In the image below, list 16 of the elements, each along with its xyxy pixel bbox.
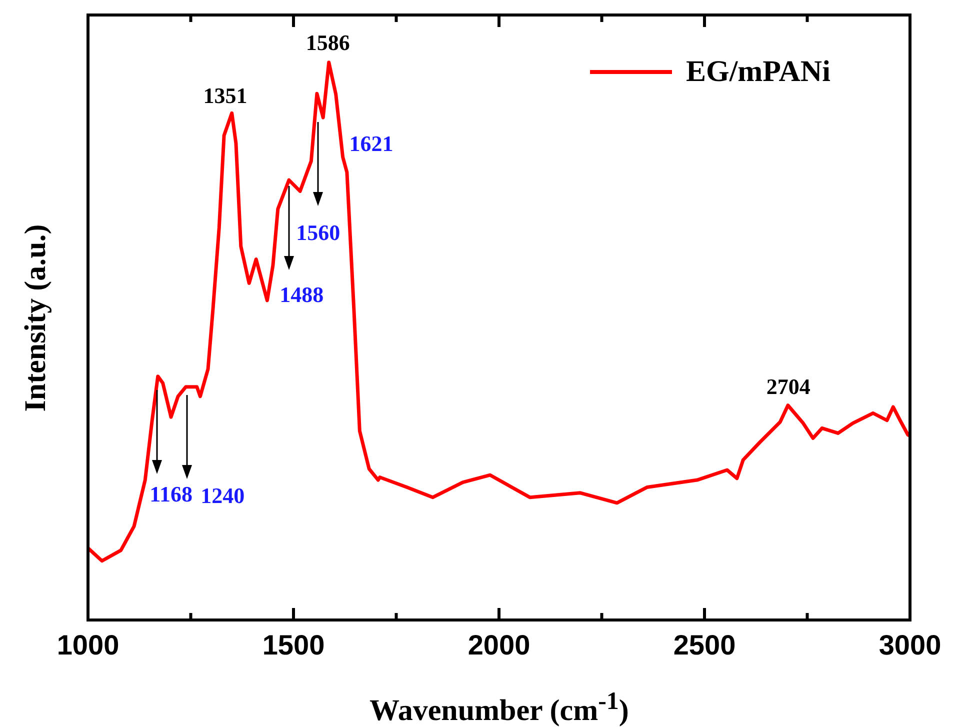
x-tick-label: 2500: [673, 630, 736, 661]
x-tick-label: 1000: [56, 630, 120, 661]
annotation: 1168: [150, 481, 192, 506]
x-axis-title: Wavenumber (cm$^{-1}$): [370, 688, 629, 727]
x-tick-label: 2000: [468, 630, 530, 661]
annotation: 2704: [766, 374, 810, 400]
x-tick-label: 3000: [878, 630, 942, 661]
annotation: 1560: [296, 220, 340, 245]
y-axis-title: Intensity (a.u.): [18, 224, 53, 412]
annotation: 1240: [200, 483, 245, 508]
annotation: 1351: [203, 82, 248, 108]
annotation: 1488: [280, 282, 324, 307]
legend-label: EG/mPANi: [686, 55, 830, 89]
x-tick-label: 1500: [262, 630, 325, 661]
annotation: 1586: [306, 30, 350, 56]
annotation: 1621: [349, 130, 394, 156]
